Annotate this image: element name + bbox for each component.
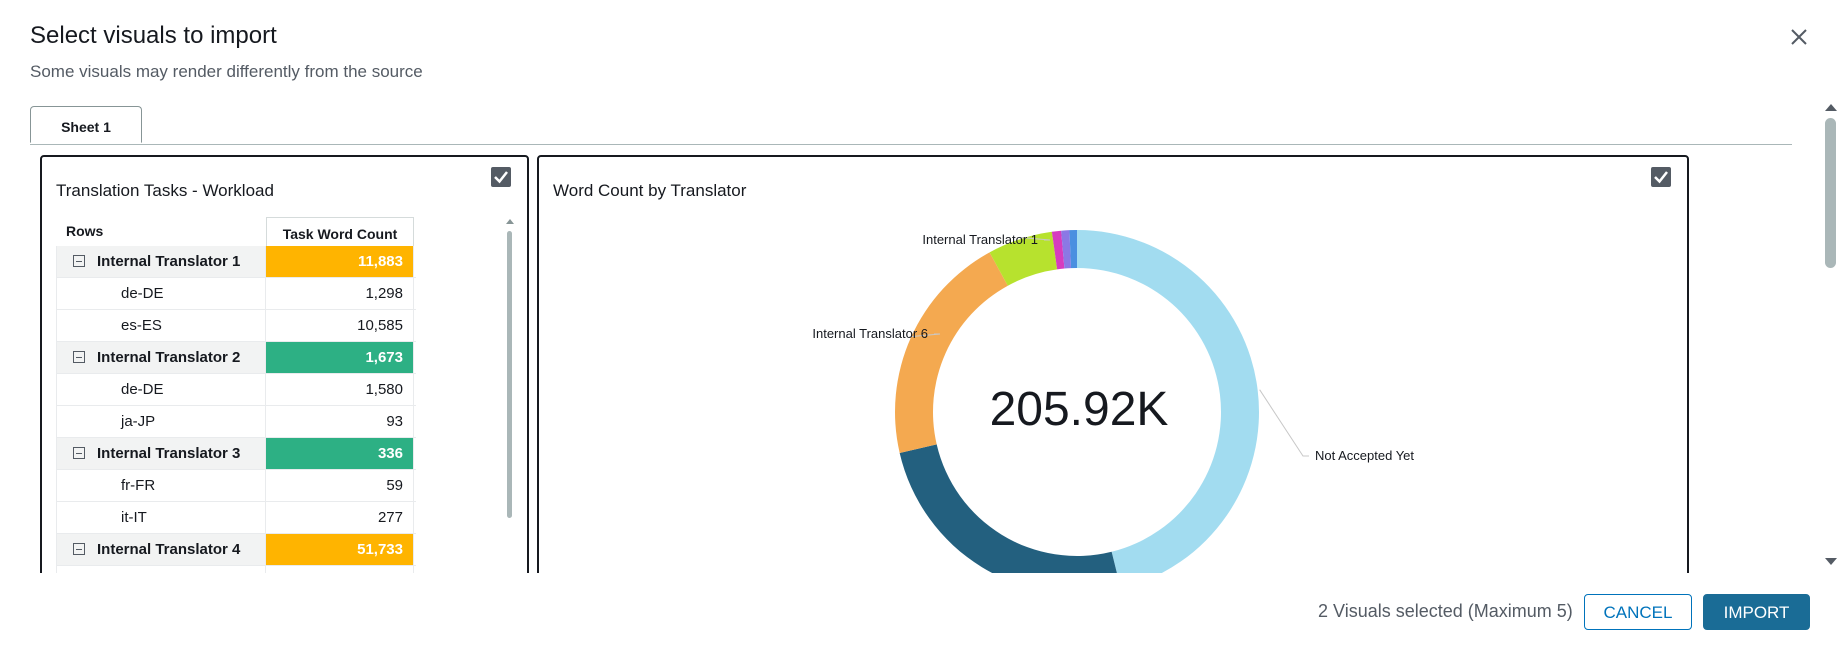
row-value: 59 xyxy=(266,470,414,501)
row-label-text: Internal Translator 2 xyxy=(97,349,241,366)
row-label: Internal Translator 2 xyxy=(56,342,266,373)
sheet-tabs: Sheet 1 xyxy=(30,106,1792,145)
collapse-icon[interactable] xyxy=(73,543,85,555)
row-value: 1,580 xyxy=(266,374,414,405)
donut-center-total: 205.92K xyxy=(989,383,1169,436)
slice-label: Not Accepted Yet xyxy=(1315,448,1414,463)
row-label: de-DE xyxy=(56,566,266,573)
donut-slice[interactable] xyxy=(895,252,1008,453)
row-label-text: ja-JP xyxy=(121,413,156,430)
check-icon xyxy=(494,171,508,184)
row-label: Internal Translator 3 xyxy=(56,438,266,469)
row-label: de-DE xyxy=(56,374,266,405)
check-icon xyxy=(1654,171,1668,184)
table-row[interactable]: it-IT 277 xyxy=(56,502,416,534)
row-label: Internal Translator 1 xyxy=(56,246,266,277)
row-label: ja-JP xyxy=(56,406,266,437)
row-value: 1,298 xyxy=(266,278,414,309)
table-group-row[interactable]: Internal Translator 2 1,673 xyxy=(56,342,416,374)
row-value: 10,585 xyxy=(266,310,414,341)
table-row[interactable]: es-ES 10,585 xyxy=(56,310,416,342)
table-row[interactable]: de-DE 1,580 xyxy=(56,374,416,406)
row-label-text: es-ES xyxy=(121,317,162,334)
table-row[interactable]: ja-JP 93 xyxy=(56,406,416,438)
dialog-subtitle: Some visuals may render differently from… xyxy=(30,62,423,81)
visual-title: Translation Tasks - Workload xyxy=(56,181,274,200)
visual-title: Word Count by Translator xyxy=(553,181,747,200)
scroll-up-icon[interactable] xyxy=(1825,104,1837,111)
table-group-row[interactable]: Internal Translator 4 51,733 xyxy=(56,534,416,566)
collapse-icon[interactable] xyxy=(73,447,85,459)
pivot-rows: Internal Translator 1 11,883 de-DE 1,298 es-… xyxy=(56,246,416,573)
collapse-icon[interactable] xyxy=(73,255,85,267)
tab-sheet-1[interactable]: Sheet 1 xyxy=(30,106,142,143)
row-label-text: de-DE xyxy=(121,285,164,302)
row-label-text: Internal Translator 4 xyxy=(97,541,241,558)
selection-status: 2 Visuals selected (Maximum 5) xyxy=(1318,601,1573,621)
row-label-text: Internal Translator 3 xyxy=(97,445,241,462)
slice-label: Internal Translator 1 xyxy=(922,232,1038,247)
row-label: fr-FR xyxy=(56,470,266,501)
donut-chart: Internal Translator 1 Internal Translator… xyxy=(812,230,1414,573)
donut-slice[interactable] xyxy=(1069,230,1077,269)
donut-slice[interactable] xyxy=(989,231,1058,286)
callout-line xyxy=(1259,389,1309,457)
row-label: Internal Translator 4 xyxy=(56,534,266,565)
scroll-thumb[interactable] xyxy=(1825,118,1836,268)
row-label-text: de-DE xyxy=(121,381,164,398)
import-button[interactable]: IMPORT xyxy=(1703,594,1810,630)
row-value: 51,733 xyxy=(266,534,414,565)
callout-line xyxy=(1019,236,1051,241)
row-value: 277 xyxy=(266,502,414,533)
collapse-icon[interactable] xyxy=(73,351,85,363)
visual-card-word-count[interactable]: Word Count by Translator Internal Transl… xyxy=(537,155,1689,573)
row-label: es-ES xyxy=(56,310,266,341)
row-value: 336 xyxy=(266,438,414,469)
donut-slice[interactable] xyxy=(1077,230,1259,573)
row-label-text: fr-FR xyxy=(121,477,156,494)
column-header[interactable]: Task Word Count xyxy=(266,217,414,246)
dialog-title: Select visuals to import xyxy=(30,22,277,49)
row-label-text: it-IT xyxy=(121,509,147,526)
row-value: 687 xyxy=(266,566,414,573)
row-value: 93 xyxy=(266,406,414,437)
table-group-row[interactable]: Internal Translator 3 336 xyxy=(56,438,416,470)
row-label: de-DE xyxy=(56,278,266,309)
scroll-down-icon[interactable] xyxy=(1825,558,1837,565)
row-value: 1,673 xyxy=(266,342,414,373)
donut-slice[interactable] xyxy=(1061,230,1072,269)
row-label-text: Internal Translator 1 xyxy=(97,253,241,270)
row-label: it-IT xyxy=(56,502,266,533)
table-row[interactable]: fr-FR 59 xyxy=(56,470,416,502)
table-row[interactable]: de-DE 1,298 xyxy=(56,278,416,310)
visuals-area: Translation Tasks - Workload Rows Task W… xyxy=(30,145,1792,573)
donut-slice[interactable] xyxy=(899,444,1121,573)
row-header: Rows xyxy=(66,223,104,239)
visual-checkbox[interactable] xyxy=(1651,167,1671,187)
close-icon[interactable] xyxy=(1786,24,1812,50)
table-group-row[interactable]: Internal Translator 1 11,883 xyxy=(56,246,416,278)
callout-line xyxy=(909,333,941,338)
donut-slice[interactable] xyxy=(1051,230,1065,270)
scroll-thumb[interactable] xyxy=(507,231,512,518)
row-value: 11,883 xyxy=(266,246,414,277)
slice-label: Internal Translator 6 xyxy=(812,326,928,341)
visual-card-translation-tasks[interactable]: Translation Tasks - Workload Rows Task W… xyxy=(40,155,529,573)
scroll-up-icon[interactable] xyxy=(506,219,514,224)
table-row[interactable]: de-DE687 xyxy=(56,566,416,573)
visual-checkbox[interactable] xyxy=(491,167,511,187)
cancel-button[interactable]: CANCEL xyxy=(1584,594,1692,630)
dialog-scrollbar[interactable] xyxy=(1822,100,1838,570)
table-scrollbar[interactable] xyxy=(505,219,515,519)
